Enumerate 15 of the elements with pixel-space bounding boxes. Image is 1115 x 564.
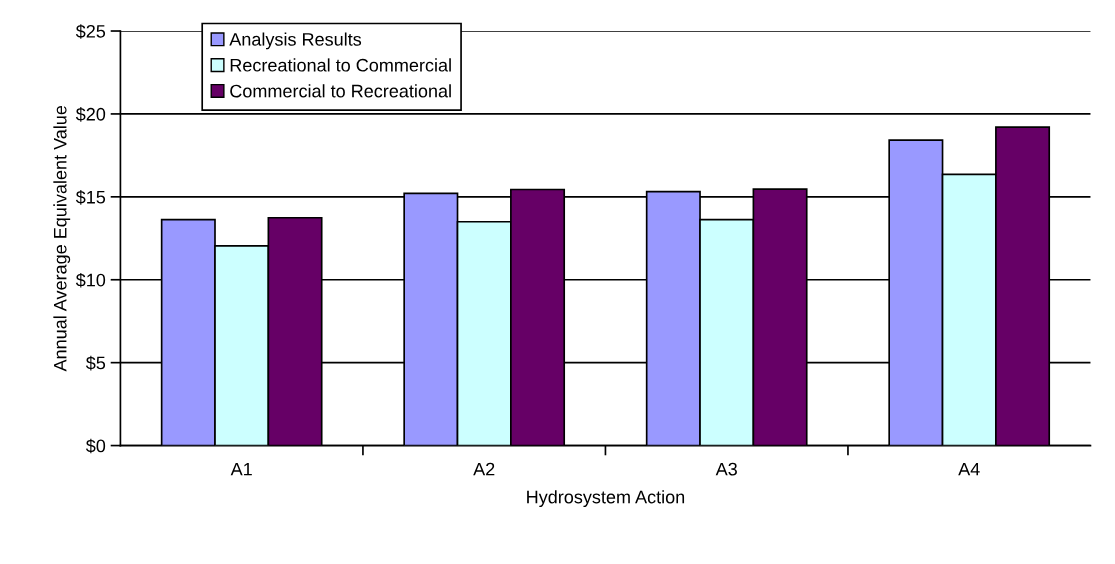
- x-tick-label: A4: [958, 462, 980, 476]
- y-tick-label: $20: [75, 107, 106, 122]
- x-tick-label: A2: [473, 462, 495, 476]
- x-tick-label: A3: [715, 462, 737, 476]
- y-tick-label: $5: [85, 355, 106, 371]
- x-axis-title: Hydrosystem Action: [527, 490, 685, 507]
- y-tick-label: $10: [75, 272, 106, 288]
- y-tick-label: $25: [75, 24, 106, 39]
- x-tick-label: A1: [230, 462, 252, 476]
- y-axis-title: Annual Average Equivalent Value: [53, 105, 71, 372]
- legend-label: Commercial to Recreational: [230, 84, 451, 98]
- legend-label: Recreational to Commercial: [230, 58, 451, 72]
- y-tick-label: $0: [85, 438, 106, 454]
- legend-label: Analysis Results: [229, 32, 362, 50]
- y-tick-label: $15: [75, 190, 106, 205]
